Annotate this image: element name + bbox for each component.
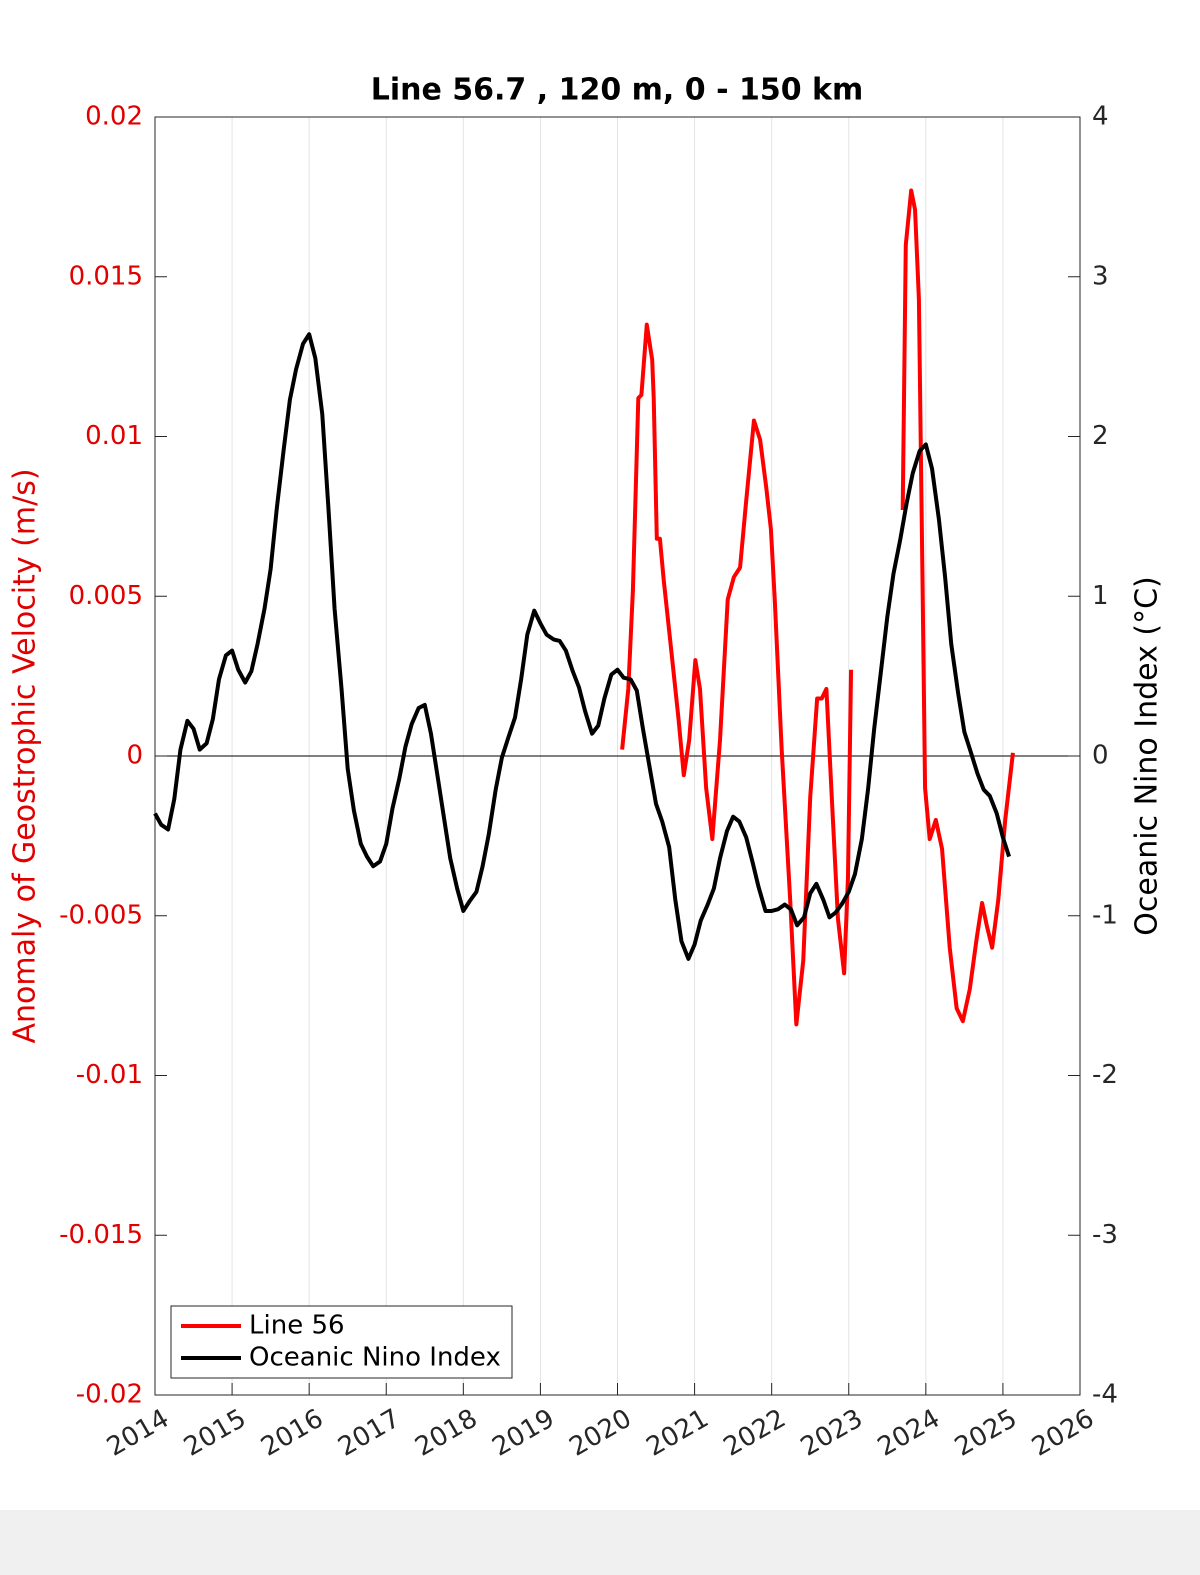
y2-tick-label: -1 (1092, 900, 1118, 930)
y2-axis-label: Oceanic Nino Index (°C) (1130, 576, 1165, 936)
y2-tick-label: 0 (1092, 741, 1109, 771)
y-tick-label: 0.015 (69, 261, 143, 291)
chart-title: Line 56.7 , 120 m, 0 - 150 km (371, 73, 864, 108)
y2-tick-label: 2 (1092, 421, 1109, 451)
series-line (153, 332, 1011, 961)
y-tick-label: -0.01 (76, 1060, 143, 1090)
y-tick-label: -0.005 (59, 900, 143, 930)
legend-label: Oceanic Nino Index (249, 1343, 501, 1373)
y2-tick-label: -3 (1092, 1220, 1118, 1250)
y-tick-label: -0.02 (76, 1380, 143, 1410)
y2-tick-label: 1 (1092, 581, 1109, 611)
figure-background (0, 0, 1200, 1510)
y-axis-label: Anomaly of Geostrophic Velocity (m/s) (8, 468, 43, 1043)
y-tick-label: 0.02 (85, 102, 143, 132)
series-line (620, 188, 1015, 1027)
y2-tick-label: -4 (1092, 1380, 1118, 1410)
y-tick-label: 0.005 (69, 581, 143, 611)
y-tick-label: -0.015 (59, 1220, 143, 1250)
y2-tick-label: 3 (1092, 261, 1109, 291)
legend-box (170, 1305, 513, 1379)
y-tick-label: 0.01 (85, 421, 143, 451)
y2-tick-label: 4 (1092, 102, 1109, 132)
y-tick-label: 0 (126, 741, 143, 771)
legend-label: Line 56 (249, 1311, 345, 1341)
y2-tick-label: -2 (1092, 1060, 1118, 1090)
